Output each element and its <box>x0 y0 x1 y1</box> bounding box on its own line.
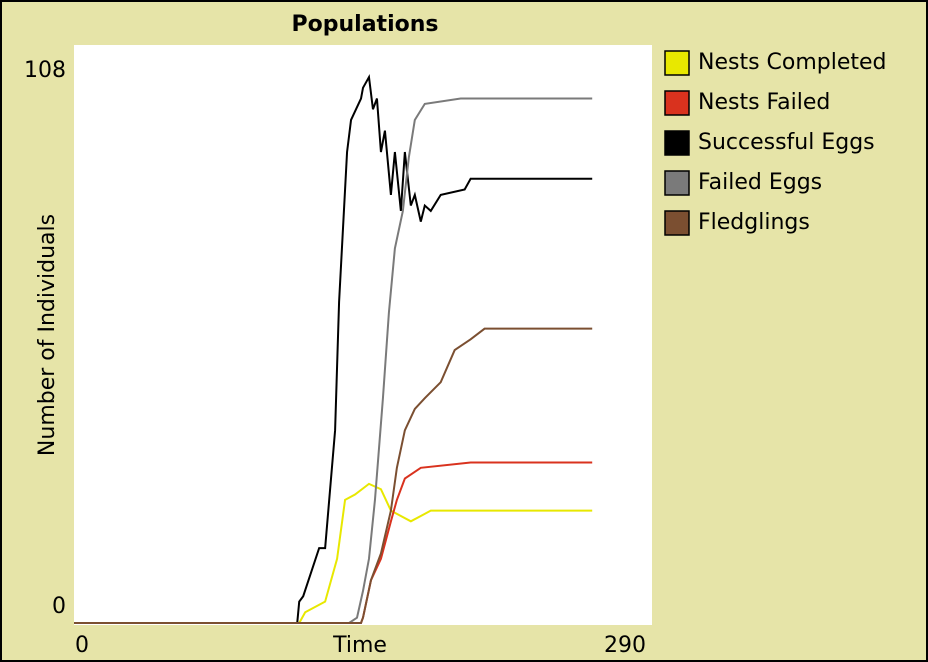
legend-label: Successful Eggs <box>698 130 875 155</box>
legend-label: Failed Eggs <box>698 170 822 195</box>
y-tick-label: 0 <box>52 594 66 619</box>
legend-label: Nests Completed <box>698 50 887 75</box>
y-axis-label: Number of Individuals <box>35 214 60 456</box>
series-line <box>74 73 593 624</box>
x-axis-label: Time <box>332 633 387 658</box>
legend-swatch <box>664 50 690 76</box>
legend-swatch <box>664 90 690 116</box>
legend-label: Fledglings <box>698 210 810 235</box>
series-line <box>74 327 593 624</box>
legend-swatch <box>664 130 690 156</box>
chart-title: Populations <box>292 12 439 37</box>
legend-swatch <box>664 170 690 196</box>
x-tick-label: 0 <box>75 633 89 658</box>
y-tick-label: 108 <box>24 58 66 83</box>
legend-swatch <box>664 210 690 236</box>
plot-area <box>74 45 652 625</box>
x-tick-label: 290 <box>604 633 646 658</box>
legend-label: Nests Failed <box>698 90 830 115</box>
series-line <box>74 482 593 624</box>
series-line <box>74 97 593 624</box>
